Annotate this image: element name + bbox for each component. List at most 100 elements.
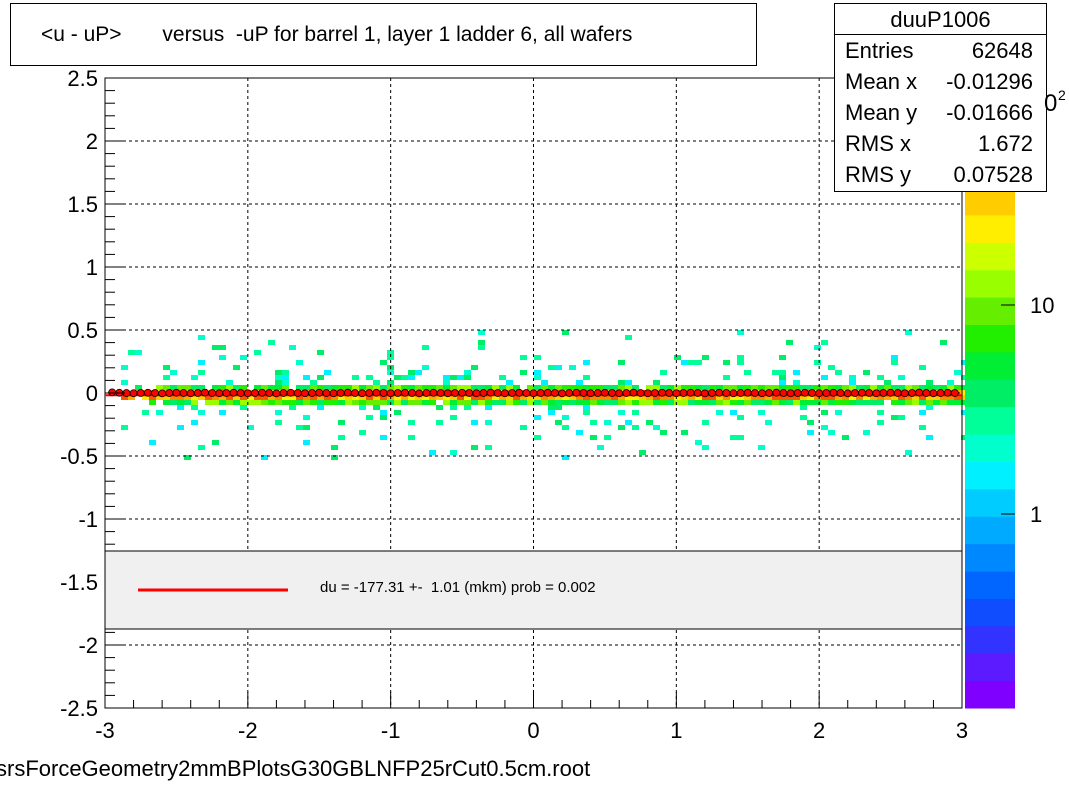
- heatmap-cell: [415, 370, 422, 375]
- colorbar-segment: [965, 297, 1015, 326]
- heatmap-cell: [660, 395, 667, 400]
- heatmap-cell: [394, 385, 401, 390]
- profile-point: [243, 389, 252, 398]
- heatmap-cell: [401, 385, 408, 390]
- profile-point: [865, 389, 874, 397]
- heatmap-cell: [681, 395, 688, 400]
- heatmap-cell: [534, 355, 541, 360]
- heatmap-cell: [744, 385, 751, 390]
- y-tick-label: 0.5: [67, 318, 98, 343]
- heatmap-cell: [562, 330, 569, 335]
- stats-value: 0.07528: [953, 162, 1033, 187]
- heatmap-cell: [863, 370, 870, 375]
- heatmap-cell: [422, 345, 429, 350]
- heatmap-cell: [268, 385, 275, 390]
- heatmap-cell: [688, 360, 695, 365]
- heatmap-cell: [660, 400, 667, 405]
- heatmap-cell: [646, 420, 653, 425]
- heatmap-cell: [380, 410, 387, 415]
- heatmap-cell: [548, 410, 555, 415]
- heatmap-cell: [716, 400, 723, 405]
- heatmap-cell: [527, 385, 534, 390]
- y-tick-label: -1.5: [60, 570, 98, 595]
- heatmap-cell: [338, 395, 345, 400]
- heatmap-cell: [485, 420, 492, 425]
- heatmap-cell: [737, 360, 744, 365]
- heatmap-cell: [828, 400, 835, 405]
- heatmap-cell: [926, 395, 933, 400]
- heatmap-cell: [352, 395, 359, 400]
- heatmap-cell: [639, 400, 646, 405]
- heatmap-cell: [583, 395, 590, 400]
- profile-point: [872, 389, 881, 398]
- profile-point: [443, 389, 452, 398]
- colorbar-segment: [965, 571, 1015, 599]
- heatmap-cell: [415, 385, 422, 390]
- profile-point: [793, 389, 802, 397]
- profile-point: [715, 388, 724, 397]
- heatmap-cell: [793, 400, 800, 405]
- heatmap-cell: [380, 360, 387, 365]
- heatmap-cell: [898, 400, 905, 405]
- heatmap-cell: [632, 425, 639, 430]
- heatmap-cell: [814, 360, 821, 365]
- heatmap-cell: [485, 385, 492, 390]
- heatmap-cell: [247, 425, 254, 430]
- heatmap-cell: [212, 440, 219, 445]
- heatmap-cell: [555, 405, 562, 410]
- heatmap-cell: [632, 400, 639, 405]
- heatmap-cell: [625, 395, 632, 400]
- heatmap-cell: [177, 385, 184, 390]
- heatmap-cell: [548, 395, 555, 400]
- heatmap-cell: [387, 385, 394, 390]
- y-tick-label: 0: [86, 381, 98, 406]
- heatmap-cell: [912, 395, 919, 400]
- heatmap-cell: [149, 400, 156, 405]
- heatmap-cell: [422, 395, 429, 400]
- heatmap-cell: [534, 375, 541, 380]
- heatmap-cell: [695, 385, 702, 390]
- profile-point: [465, 389, 474, 397]
- heatmap-cell: [786, 395, 793, 400]
- heatmap-cell: [590, 420, 597, 425]
- profile-point: [236, 389, 245, 397]
- heatmap-cell: [268, 340, 275, 345]
- heatmap-cell: [352, 375, 359, 380]
- heatmap-cell: [737, 355, 744, 360]
- heatmap-cell: [653, 380, 660, 385]
- heatmap-cell: [891, 355, 898, 360]
- profile-point: [308, 389, 317, 397]
- heatmap-cell: [254, 395, 261, 400]
- heatmap-cell: [569, 385, 576, 390]
- heatmap-cell: [807, 395, 814, 400]
- heatmap-cell: [338, 435, 345, 440]
- heatmap-cell: [702, 420, 709, 425]
- heatmap-cell: [261, 400, 268, 405]
- heatmap-cell: [849, 395, 856, 400]
- profile-point: [201, 388, 209, 397]
- heatmap-cell: [408, 370, 415, 375]
- heatmap-cell: [303, 440, 310, 445]
- profile-point: [515, 388, 524, 397]
- heatmap-cell: [401, 395, 408, 400]
- profile-point: [636, 389, 645, 397]
- heatmap-cell: [660, 430, 667, 435]
- x-tick-label: -1: [381, 718, 401, 743]
- heatmap-cell: [226, 395, 233, 400]
- heatmap-cell: [233, 395, 240, 400]
- profile-point: [622, 389, 631, 397]
- heatmap-cell: [569, 395, 576, 400]
- profile-point: [836, 389, 845, 397]
- heatmap-cell: [310, 400, 317, 405]
- heatmap-cell: [590, 385, 597, 390]
- profile-point: [272, 389, 281, 398]
- heatmap-cell: [485, 445, 492, 450]
- heatmap-cell: [170, 400, 177, 405]
- heatmap-cell: [408, 435, 415, 440]
- heatmap-cell: [443, 380, 450, 385]
- heatmap-cell: [772, 385, 779, 390]
- heatmap-cell: [212, 385, 219, 390]
- heatmap-cell: [163, 385, 170, 390]
- heatmap-cell: [954, 395, 961, 400]
- heatmap-cell: [303, 385, 310, 390]
